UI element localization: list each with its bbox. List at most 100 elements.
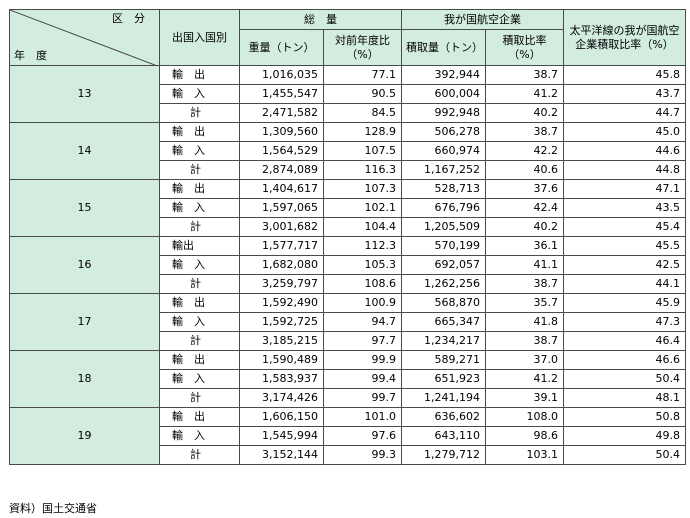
yoy-cell: 99.4 [323, 369, 402, 389]
pacific-ratio-cell: 44.7 [563, 103, 686, 123]
pacific-ratio-cell: 50.8 [563, 407, 686, 427]
loaded-cell: 643,110 [401, 426, 486, 446]
weight-cell: 1,404,617 [239, 179, 324, 199]
ratio-cell: 35.7 [485, 293, 564, 313]
loaded-cell: 506,278 [401, 122, 486, 142]
loaded-cell: 692,057 [401, 255, 486, 275]
pacific-ratio-cell: 44.6 [563, 141, 686, 161]
loaded-cell: 992,948 [401, 103, 486, 123]
pacific-ratio-cell: 43.5 [563, 198, 686, 218]
yoy-cell: 94.7 [323, 312, 402, 332]
loaded-cell: 1,234,217 [401, 331, 486, 351]
table-row: 計 3,174,426 99.7 1,241,194 39.1 48.1 [10, 388, 686, 408]
table-row: 17 輸 出 1,592,490 100.9 568,870 35.7 45.9 [9, 293, 686, 351]
loaded-cell: 636,602 [401, 407, 486, 427]
loaded-cell: 660,974 [401, 141, 486, 161]
kubun-label: 区 分 [112, 12, 145, 25]
yoy-cell: 100.9 [323, 293, 402, 313]
loaded-cell: 665,347 [401, 312, 486, 332]
loaded-cell: 528,713 [401, 179, 486, 199]
loaded-cell: 1,279,712 [401, 445, 486, 465]
direction-cell: 輸 入 [159, 198, 240, 218]
pacific-ratio-cell: 46.4 [563, 331, 686, 351]
table-row: 19 輸 出 1,606,150 101.0 636,602 108.0 50.8 [9, 407, 686, 465]
pacific-ratio-cell: 45.8 [563, 65, 686, 85]
ratio-cell: 38.7 [485, 331, 564, 351]
direction-cell: 輸 入 [159, 84, 240, 104]
table-row: 16 輸出 1,577,717 112.3 570,199 36.1 45.5 [9, 236, 686, 294]
loaded-cell: 392,944 [401, 65, 486, 85]
diagonal-line [10, 10, 155, 65]
year-cell: 17 [9, 293, 160, 351]
direction-cell: 計 [159, 103, 240, 123]
direction-cell: 計 [159, 160, 240, 180]
loaded-cell: 570,199 [401, 236, 486, 256]
direction-cell: 輸 入 [159, 312, 240, 332]
direction-cell: 輸出 [159, 236, 240, 256]
pacific-ratio-cell: 50.4 [563, 445, 686, 465]
pacific-ratio-cell: 49.8 [563, 426, 686, 446]
direction-cell: 計 [159, 217, 240, 237]
table-row: 計 2,874,089 116.3 1,167,252 40.6 44.8 [10, 160, 686, 180]
weight-cell: 1,577,717 [239, 236, 324, 256]
direction-cell: 輸 出 [159, 407, 240, 427]
table-row: 輸 入 1,564,529 107.5 660,974 42.2 44.6 [10, 141, 686, 161]
weight-cell: 1,564,529 [239, 141, 324, 161]
pacific-ratio-cell: 46.6 [563, 350, 686, 370]
ratio-cell: 42.2 [485, 141, 564, 161]
yoy-cell: 97.7 [323, 331, 402, 351]
ratio-cell: 38.7 [485, 274, 564, 294]
loaded-cell: 600,004 [401, 84, 486, 104]
yoy-cell: 107.3 [323, 179, 402, 199]
loaded-cell: 651,923 [401, 369, 486, 389]
japanese-carriers-header: 我が国航空企業 [401, 9, 564, 30]
weight-cell: 1,597,065 [239, 198, 324, 218]
pacific-ratio-cell: 45.4 [563, 217, 686, 237]
yoy-cell: 90.5 [323, 84, 402, 104]
pacific-ratio-cell: 43.7 [563, 84, 686, 104]
nendo-label: 年 度 [14, 49, 47, 62]
yoy-cell: 99.3 [323, 445, 402, 465]
yoy-cell: 108.6 [323, 274, 402, 294]
ratio-cell: 36.1 [485, 236, 564, 256]
pacific-ratio-cell: 50.4 [563, 369, 686, 389]
loaded-cell: 1,262,256 [401, 274, 486, 294]
direction-cell: 輸 入 [159, 255, 240, 275]
yoy-cell: 84.5 [323, 103, 402, 123]
loaded-cell: 568,870 [401, 293, 486, 313]
pacific-ratio-cell: 45.0 [563, 122, 686, 142]
ratio-cell: 41.8 [485, 312, 564, 332]
weight-cell: 2,874,089 [239, 160, 324, 180]
weight-cell: 1,545,994 [239, 426, 324, 446]
direction-cell: 計 [159, 388, 240, 408]
table-row: 計 3,152,144 99.3 1,279,712 103.1 50.4 [10, 445, 686, 465]
yoy-cell: 102.1 [323, 198, 402, 218]
ratio-cell: 40.6 [485, 160, 564, 180]
table-row: 計 3,259,797 108.6 1,262,256 38.7 44.1 [10, 274, 686, 294]
total-group-header: 総 量 [239, 9, 402, 30]
weight-cell: 3,152,144 [239, 445, 324, 465]
year-cell: 14 [9, 122, 160, 180]
yoy-cell: 101.0 [323, 407, 402, 427]
table-row: 15 輸 出 1,404,617 107.3 528,713 37.6 47.1 [9, 179, 686, 237]
yoy-cell: 116.3 [323, 160, 402, 180]
ratio-cell: 37.6 [485, 179, 564, 199]
direction-cell: 輸 出 [159, 179, 240, 199]
weight-cell: 3,259,797 [239, 274, 324, 294]
weight-cell: 1,590,489 [239, 350, 324, 370]
year-cell: 15 [9, 179, 160, 237]
pacific-ratio-cell: 44.1 [563, 274, 686, 294]
weight-cell: 1,583,937 [239, 369, 324, 389]
table-row: 14 輸 出 1,309,560 128.9 506,278 38.7 45.0 [9, 122, 686, 180]
weight-cell: 1,606,150 [239, 407, 324, 427]
yoy-cell: 99.9 [323, 350, 402, 370]
weight-cell: 2,471,582 [239, 103, 324, 123]
weight-cell: 3,001,682 [239, 217, 324, 237]
ratio-cell: 98.6 [485, 426, 564, 446]
ratio-cell: 38.7 [485, 65, 564, 85]
ratio-cell: 108.0 [485, 407, 564, 427]
weight-cell: 1,309,560 [239, 122, 324, 142]
ratio-cell: 40.2 [485, 217, 564, 237]
table-row: 計 3,001,682 104.4 1,205,509 40.2 45.4 [10, 217, 686, 237]
pacific-ratio-cell: 47.3 [563, 312, 686, 332]
